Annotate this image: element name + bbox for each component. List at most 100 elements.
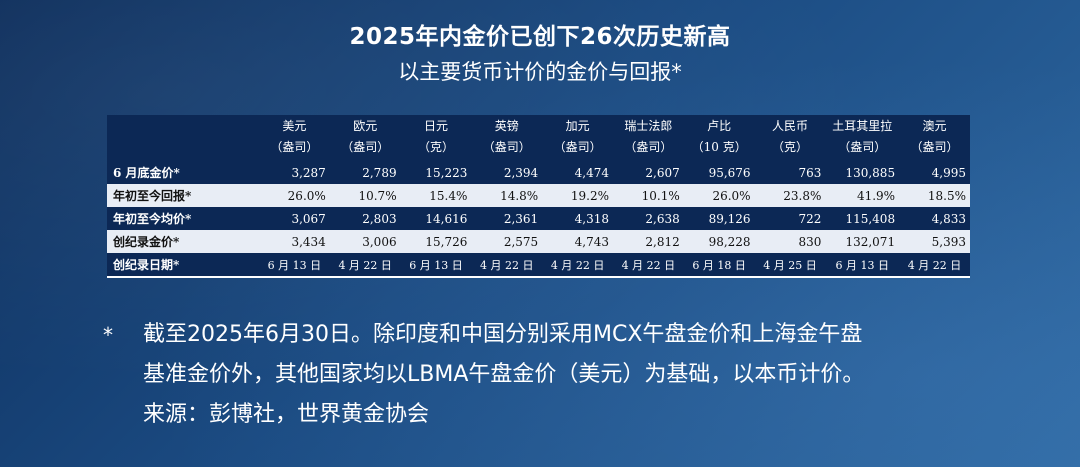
- footnote-line: 截至2025年6月30日。除印度和中国分别采用MCX午盘金价和上海金午盘: [143, 322, 863, 347]
- column-unit: （盎司）: [838, 140, 887, 154]
- row-label: 6 月底金价*: [107, 159, 259, 184]
- column-unit: （盎司）: [482, 140, 531, 154]
- source-note: 来源：彭博社，世界黄金协会: [143, 402, 430, 427]
- column-name: 日元: [423, 119, 448, 133]
- column-header-cad: 加元 （盎司）: [542, 115, 613, 160]
- column-name: 英镑: [494, 119, 519, 133]
- table-cell: 2,812: [612, 230, 684, 253]
- table-cell: 4 月 22 日: [542, 253, 613, 278]
- table-cell: 4 月 22 日: [899, 253, 970, 278]
- table-cell: 763: [754, 159, 826, 184]
- column-header-try: 土耳其里拉 （盎司）: [825, 115, 900, 160]
- column-unit: （盎司）: [910, 140, 959, 154]
- table-cell: 89,126: [683, 207, 755, 230]
- row-label: 年初至今回报*: [107, 184, 259, 207]
- table-cell: 2,361: [471, 207, 543, 230]
- table-cell: 2,789: [329, 159, 401, 184]
- table-cell: 4,474: [542, 159, 613, 184]
- table-cell: 6 月 18 日: [683, 253, 755, 278]
- column-name: 澳元: [922, 119, 947, 133]
- column-name: 卢比: [707, 119, 732, 133]
- table-cell: 14.8%: [471, 184, 543, 207]
- table-cell: 4 月 22 日: [329, 253, 401, 278]
- column-unit: （盎司）: [270, 140, 319, 154]
- column-name: 土耳其里拉: [832, 119, 893, 133]
- column-name: 美元: [282, 119, 307, 133]
- table-cell: 23.8%: [754, 184, 826, 207]
- table-cell: 14,616: [400, 207, 472, 230]
- table-cell: 98,228: [683, 230, 755, 253]
- table-cell: 132,071: [825, 230, 900, 253]
- column-header-aud: 澳元 （盎司）: [899, 115, 970, 160]
- table-cell: 115,408: [825, 207, 900, 230]
- column-header-gbp: 英镑 （盎司）: [471, 115, 543, 160]
- table-cell: 3,287: [259, 159, 330, 184]
- table-row-record-date: 创纪录日期* 6 月 13 日 4 月 22 日 6 月 13 日 4 月 22…: [107, 253, 970, 278]
- table-cell: 3,006: [329, 230, 401, 253]
- table-cell: 19.2%: [542, 184, 613, 207]
- column-unit: （盎司）: [553, 140, 602, 154]
- table-cell: 4 月 25 日: [754, 253, 826, 278]
- table-cell: 722: [754, 207, 826, 230]
- table-cell: 4,833: [899, 207, 970, 230]
- table-cell: 26.0%: [259, 184, 330, 207]
- table-row-record-price: 创纪录金价* 3,434 3,006 15,726 2,575 4,743 2,…: [107, 230, 970, 253]
- column-header-eur: 欧元 （盎司）: [329, 115, 401, 160]
- table-cell: 5,393: [899, 230, 970, 253]
- table-row-ytd-average: 年初至今均价* 3,067 2,803 14,616 2,361 4,318 2…: [107, 207, 970, 230]
- column-unit: （盎司）: [624, 140, 673, 154]
- table-header-row: 美元 （盎司） 欧元 （盎司） 日元 （克） 英镑 （盎司） 加元 （盎司） 瑞士法郎 （盎…: [107, 115, 970, 160]
- header-corner: [107, 115, 259, 160]
- table-cell: 6 月 13 日: [400, 253, 472, 278]
- column-header-chf: 瑞士法郎 （盎司）: [612, 115, 684, 160]
- column-name: 欧元: [353, 119, 378, 133]
- row-label: 创纪录日期*: [107, 253, 259, 278]
- table-row-ytd-return: 年初至今回报* 26.0% 10.7% 15.4% 14.8% 19.2% 10…: [107, 184, 970, 207]
- column-unit: （克）: [771, 140, 808, 154]
- row-label: 创纪录金价*: [107, 230, 259, 253]
- table-cell: 41.9%: [825, 184, 900, 207]
- table-cell: 10.1%: [612, 184, 684, 207]
- table-cell: 4,995: [899, 159, 970, 184]
- table-cell: 4 月 22 日: [471, 253, 543, 278]
- column-name: 瑞士法郎: [624, 119, 673, 133]
- footnote-text: 截至2025年6月30日。除印度和中国分别采用MCX午盘金价和上海金午盘 基准金…: [143, 315, 864, 395]
- column-unit: （10 克）: [691, 140, 747, 154]
- column-header-jpy: 日元 （克）: [400, 115, 472, 160]
- table-cell: 6 月 13 日: [825, 253, 900, 278]
- table-row-month-end-price: 6 月底金价* 3,287 2,789 15,223 2,394 4,474 2…: [107, 159, 970, 184]
- table-cell: 2,607: [612, 159, 684, 184]
- column-header-cny: 人民币 （克）: [754, 115, 826, 160]
- column-name: 人民币: [771, 119, 808, 133]
- table-cell: 15,223: [400, 159, 472, 184]
- table-cell: 15,726: [400, 230, 472, 253]
- table-cell: 10.7%: [329, 184, 401, 207]
- table-cell: 4 月 22 日: [612, 253, 684, 278]
- table-cell: 6 月 13 日: [259, 253, 330, 278]
- page-title: 2025年内金价已创下26次历史新高: [349, 24, 731, 50]
- column-header-inr: 卢比 （10 克）: [683, 115, 755, 160]
- table-cell: 2,394: [471, 159, 543, 184]
- table-cell: 4,318: [542, 207, 613, 230]
- footnote-line: 基准金价外，其他国家均以LBMA午盘金价（美元）为基础，以本币计价。: [143, 362, 865, 387]
- column-name: 加元: [565, 119, 590, 133]
- column-header-usd: 美元 （盎司）: [259, 115, 330, 160]
- gold-price-table: 美元 （盎司） 欧元 （盎司） 日元 （克） 英镑 （盎司） 加元 （盎司） 瑞士法郎 （盎…: [107, 115, 970, 278]
- table-cell: 2,638: [612, 207, 684, 230]
- column-unit: （盎司）: [341, 140, 390, 154]
- table-cell: 3,434: [259, 230, 330, 253]
- table-cell: 2,803: [329, 207, 401, 230]
- table-cell: 830: [754, 230, 826, 253]
- column-unit: （克）: [417, 140, 454, 154]
- table-cell: 130,885: [825, 159, 900, 184]
- row-label: 年初至今均价*: [107, 207, 259, 230]
- table-cell: 15.4%: [400, 184, 472, 207]
- table-cell: 3,067: [259, 207, 330, 230]
- table-cell: 4,743: [542, 230, 613, 253]
- table-cell: 2,575: [471, 230, 543, 253]
- table-cell: 18.5%: [899, 184, 970, 207]
- footnote-marker: *: [103, 323, 113, 347]
- table-cell: 95,676: [683, 159, 755, 184]
- table-cell: 26.0%: [683, 184, 755, 207]
- page-subtitle: 以主要货币计价的金价与回报*: [398, 60, 682, 84]
